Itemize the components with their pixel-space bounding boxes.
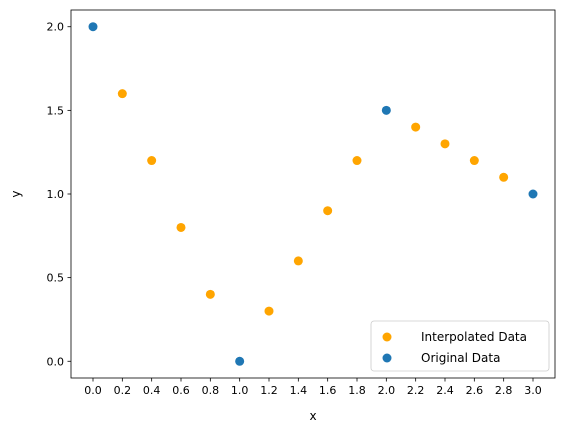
y-tick-label: 0.5	[47, 272, 65, 285]
legend-label: Interpolated Data	[421, 330, 527, 344]
x-axis: 0.0 0.2 0.4 0.6 0.8 1.0 1.2 1.4 1.6 1.8 2.0 2.2 2.4 2…	[84, 378, 542, 397]
x-tick-label: 1.0	[231, 384, 249, 397]
y-tick-label: 1.5	[47, 104, 65, 117]
x-tick-label: 2.4	[436, 384, 454, 397]
y-tick-label: 1.0	[47, 188, 65, 201]
data-point-interpolated	[323, 206, 333, 216]
y-tick-label: 0.0	[47, 355, 65, 368]
y-tick-label: 2.0	[47, 21, 65, 34]
data-point-original	[528, 189, 538, 199]
data-point-interpolated	[176, 222, 186, 232]
x-tick-label: 0.4	[143, 384, 161, 397]
x-tick-label: 2.0	[378, 384, 396, 397]
data-point-interpolated	[205, 289, 215, 299]
data-point-original	[235, 356, 245, 366]
data-point-interpolated	[440, 139, 450, 149]
x-tick-label: 1.2	[260, 384, 278, 397]
data-point-original	[88, 22, 98, 32]
data-point-interpolated	[293, 256, 303, 266]
x-tick-label: 0.6	[172, 384, 190, 397]
data-points	[88, 22, 538, 366]
x-tick-label: 1.4	[290, 384, 308, 397]
x-tick-label: 2.6	[466, 384, 484, 397]
x-tick-label: 0.2	[114, 384, 132, 397]
data-point-interpolated	[352, 156, 362, 166]
x-tick-label: 3.0	[524, 384, 542, 397]
legend-marker	[382, 332, 392, 342]
data-point-original	[381, 105, 391, 115]
data-point-interpolated	[499, 172, 509, 182]
x-tick-label: 0.0	[84, 384, 102, 397]
y-axis-label: y	[9, 190, 23, 197]
legend-marker	[382, 353, 392, 363]
x-tick-label: 1.8	[348, 384, 366, 397]
data-point-interpolated	[117, 89, 127, 99]
data-point-interpolated	[411, 122, 421, 132]
legend-label: Original Data	[421, 351, 500, 365]
data-point-interpolated	[264, 306, 274, 316]
x-tick-label: 2.8	[495, 384, 513, 397]
x-tick-label: 0.8	[202, 384, 220, 397]
data-point-interpolated	[147, 156, 157, 166]
legend-frame	[370, 320, 550, 372]
plot-area-frame	[70, 9, 556, 379]
legend: Interpolated Data Original Data	[370, 320, 550, 372]
x-tick-label: 2.2	[407, 384, 425, 397]
x-tick-label: 1.6	[319, 384, 337, 397]
y-axis: 0.0 0.5 1.0 1.5 2.0	[47, 21, 71, 368]
data-point-interpolated	[469, 156, 479, 166]
x-axis-label: x	[309, 409, 316, 423]
